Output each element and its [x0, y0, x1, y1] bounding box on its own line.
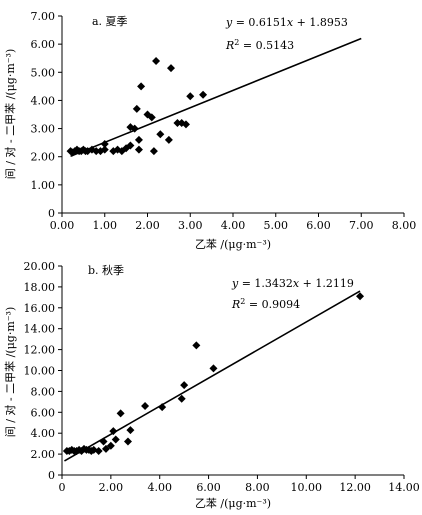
chart-autumn: 0 2.00 4.00 6.00 8.00 10.00 12.00 14.00 0 2.00 4.… [3, 260, 420, 510]
chart-summer-y-label: 间 / 对 - 二甲苯 /(μg·m⁻³) [3, 49, 17, 180]
chart-autumn-y-tick-label: 10.00 [24, 365, 56, 378]
chart-autumn-x-tick-label: 12.00 [339, 481, 371, 494]
chart-summer-y-tick-label: 4.00 [31, 94, 56, 107]
chart-summer-x-tick-label: 0.00 [50, 219, 75, 232]
chart-summer-y-tick-label: 6.00 [31, 38, 56, 51]
chart-summer-data-point [126, 141, 135, 150]
chart-autumn-y-ticks: 0 2.00 4.00 6.00 8.00 10.00 12.00 14.00 16.00 18.… [24, 260, 62, 482]
chart-summer-y-tick-label: 3.00 [31, 123, 56, 136]
chart-autumn-x-tick-label: 8.00 [245, 481, 270, 494]
chart-summer-y-tick-label: 0 [48, 207, 55, 220]
chart-summer-data-point [100, 145, 109, 154]
chart-summer-data-point [132, 104, 141, 113]
chart-summer-x-tick-label: 6.00 [306, 219, 331, 232]
chart-autumn-equation: y = 1.3432x + 1.2119 [231, 277, 354, 290]
chart-autumn-y-tick-label: 20.00 [24, 260, 56, 273]
chart-summer-r2: R2 = 0.5143 [225, 38, 294, 53]
chart-summer-data-point [149, 147, 158, 156]
chart-autumn-x-tick-label: 6.00 [196, 481, 221, 494]
chart-autumn-data-point [109, 427, 118, 436]
chart-summer-y-tick-label: 5.00 [31, 66, 56, 79]
chart-summer-y-ticks: 0 1.00 2.00 3.00 4.00 5.00 6.00 7.00 [31, 10, 62, 220]
chart-autumn-data-point [101, 444, 110, 453]
chart-summer-data-point [167, 64, 176, 73]
chart-summer-x-tick-label: 7.00 [349, 219, 374, 232]
chart-autumn-data-point [158, 403, 167, 412]
chart-autumn-y-tick-label: 12.00 [24, 344, 56, 357]
chart-summer-data-point [126, 123, 135, 132]
chart-summer-x-tick-label: 5.00 [264, 219, 289, 232]
chart-autumn-x-tick-label: 4.00 [147, 481, 172, 494]
chart-summer-x-tick-label: 1.00 [93, 219, 118, 232]
chart-autumn-data-point [192, 341, 201, 350]
chart-summer-x-label: 乙苯 /(μg·m⁻³) [195, 237, 271, 251]
chart-summer-data-point [173, 118, 182, 127]
chart-autumn-data-point [209, 364, 218, 373]
chart-summer-data-point [186, 92, 195, 101]
chart-autumn-x-ticks: 0 2.00 4.00 6.00 8.00 10.00 12.00 14.00 [59, 475, 420, 494]
chart-summer-equation: y = 0.6151x + 1.8953 [225, 16, 348, 29]
chart-autumn-data-point [126, 426, 135, 435]
chart-autumn-points [62, 292, 365, 455]
chart-summer-x-tick-label: 4.00 [221, 219, 246, 232]
chart-autumn-data-point [141, 402, 150, 411]
chart-summer-panel-label: a. 夏季 [92, 15, 128, 28]
chart-summer-x-tick-label: 2.00 [135, 219, 160, 232]
chart-autumn-x-tick-label: 0 [59, 481, 66, 494]
chart-summer-x-ticks: 0.00 1.00 2.00 3.00 4.00 5.00 6.00 7.00 8.00 [50, 213, 417, 232]
chart-autumn-y-tick-label: 0 [48, 469, 55, 482]
chart-autumn-y-tick-label: 14.00 [24, 323, 56, 336]
chart-autumn-data-point [106, 441, 115, 450]
chart-autumn-x-tick-label: 2.00 [99, 481, 124, 494]
chart-autumn-data-point [116, 409, 125, 418]
chart-autumn-data-point [356, 292, 365, 301]
chart-summer-x-tick-label: 3.00 [178, 219, 203, 232]
chart-summer-points [66, 57, 208, 157]
chart-autumn-y-tick-label: 8.00 [31, 385, 56, 398]
chart-summer-data-point [137, 82, 146, 91]
chart-autumn-y-tick-label: 18.00 [24, 281, 56, 294]
chart-summer-trendline [70, 37, 362, 157]
chart-autumn-y-tick-label: 16.00 [24, 302, 56, 315]
chart-summer-data-point [164, 135, 173, 144]
chart-autumn-data-point [99, 437, 108, 446]
chart-autumn-data-point [111, 435, 120, 444]
chart-summer-data-point [130, 124, 139, 133]
chart-autumn-data-point [177, 394, 186, 403]
chart-summer-y-tick-label: 2.00 [31, 151, 56, 164]
chart-autumn-panel-label: b. 秋季 [88, 263, 124, 277]
chart-autumn-x-tick-label: 10.00 [291, 481, 323, 494]
chart-autumn-y-tick-label: 4.00 [31, 427, 56, 440]
chart-autumn-r2: R2 = 0.9094 [231, 297, 300, 312]
chart-autumn-y-tick-label: 6.00 [31, 406, 56, 419]
chart-summer-data-point [181, 120, 190, 129]
chart-summer-data-point [147, 113, 156, 122]
chart-summer-data-point [156, 130, 165, 139]
chart-autumn-trendline [64, 290, 361, 462]
chart-autumn-data-point [123, 437, 132, 446]
chart-summer-data-point [199, 90, 208, 99]
chart-summer-x-tick-label: 8.00 [392, 219, 417, 232]
chart-summer-data-point [134, 145, 143, 154]
chart-summer-y-tick-label: 1.00 [31, 179, 56, 192]
chart-summer-data-point [152, 57, 161, 66]
chart-autumn-x-label: 乙苯 /(μg·m⁻³) [195, 496, 271, 510]
chart-autumn-x-tick-label: 14.00 [388, 481, 420, 494]
chart-autumn-data-point [180, 381, 189, 390]
chart-autumn-data-point [94, 446, 103, 455]
chart-summer-y-tick-label: 7.00 [31, 10, 56, 23]
chart-summer-data-point [92, 147, 101, 156]
chart-summer-data-point [134, 135, 143, 144]
chart-autumn-y-label: 间 / 对 - 二甲苯 /(μg·m⁻³) [3, 307, 17, 438]
chart-autumn-y-tick-label: 2.00 [31, 448, 56, 461]
chart-summer: 0.00 1.00 2.00 3.00 4.00 5.00 6.00 7.00 8.00 0 1.… [3, 10, 416, 251]
chart-summer-data-point [100, 140, 109, 149]
